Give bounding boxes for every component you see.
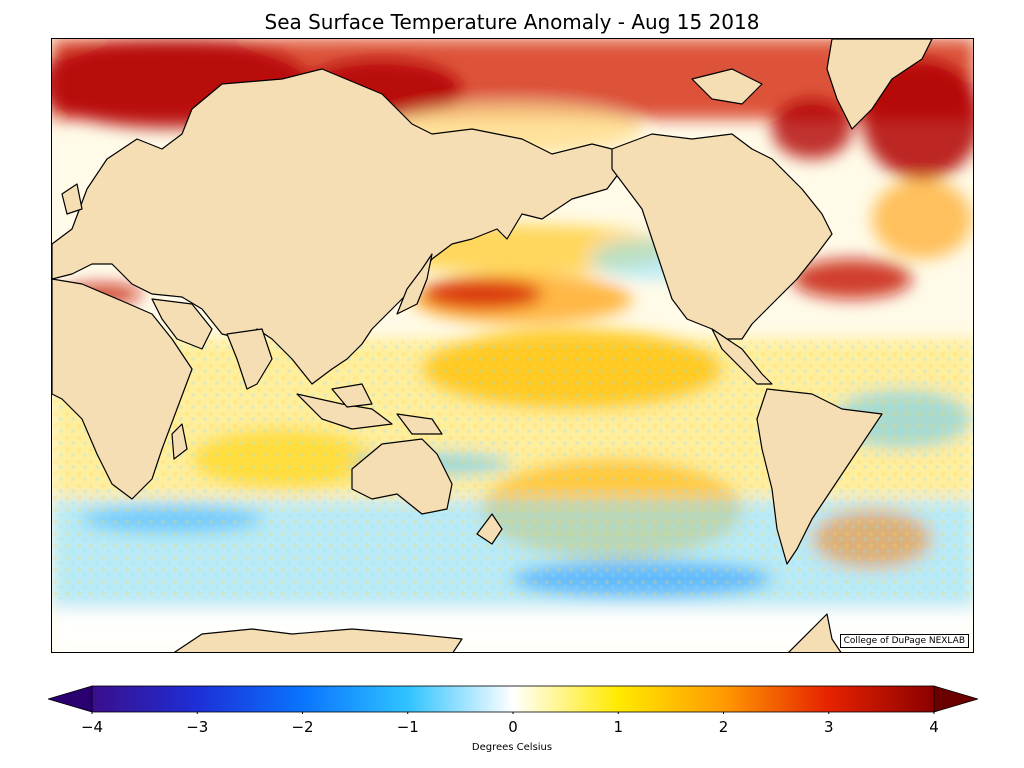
map-svg (52, 39, 973, 652)
colorbar-tick-label: 1 (613, 718, 624, 736)
sst-anomaly-map[interactable]: College of DuPage NEXLAB (51, 38, 974, 653)
land-madagascar (171, 423, 188, 460)
land-central-america (711, 328, 773, 385)
land-south-america (756, 388, 883, 565)
colorbar-body (91, 685, 935, 713)
land-india (226, 328, 273, 390)
colorbar-tick-label: −4 (80, 718, 104, 736)
credit-label: College of DuPage NEXLAB (839, 634, 969, 648)
land-borneo (331, 383, 373, 408)
land-north-america (611, 133, 833, 340)
land-eurasia (52, 68, 623, 385)
land-masses (52, 39, 933, 652)
land-arctic-islands (691, 68, 763, 105)
colorbar-tick-label: 0 (508, 718, 518, 736)
colorbar (48, 685, 978, 714)
land-arabia (151, 298, 213, 350)
colorbar-tick-label: 3 (823, 718, 834, 736)
land-indonesia (296, 393, 393, 430)
colorbar-min-extend (48, 685, 93, 713)
colorbar-tick-label: −2 (291, 718, 314, 736)
land-antarctic-peninsula (788, 613, 842, 652)
colorbar-tick-label: −3 (186, 718, 209, 736)
land-australia (351, 438, 453, 515)
colorbar-max-extend (933, 685, 978, 713)
colorbar-ticks (91, 712, 935, 714)
land-africa (52, 278, 193, 500)
land-japan (396, 253, 433, 315)
land-new-zealand (476, 513, 503, 545)
colorbar-tick-label: 2 (718, 718, 729, 736)
colorbar-label: Degrees Celsius (471, 742, 553, 753)
land-uk (61, 183, 83, 215)
land-new-guinea (396, 413, 443, 435)
colorbar-tick-label: 4 (929, 718, 939, 736)
land-antarctica (173, 628, 463, 652)
land-greenland (826, 39, 933, 130)
colorbar-tick-label: −1 (396, 718, 419, 736)
map-title: Sea Surface Temperature Anomaly - Aug 15… (264, 10, 760, 34)
